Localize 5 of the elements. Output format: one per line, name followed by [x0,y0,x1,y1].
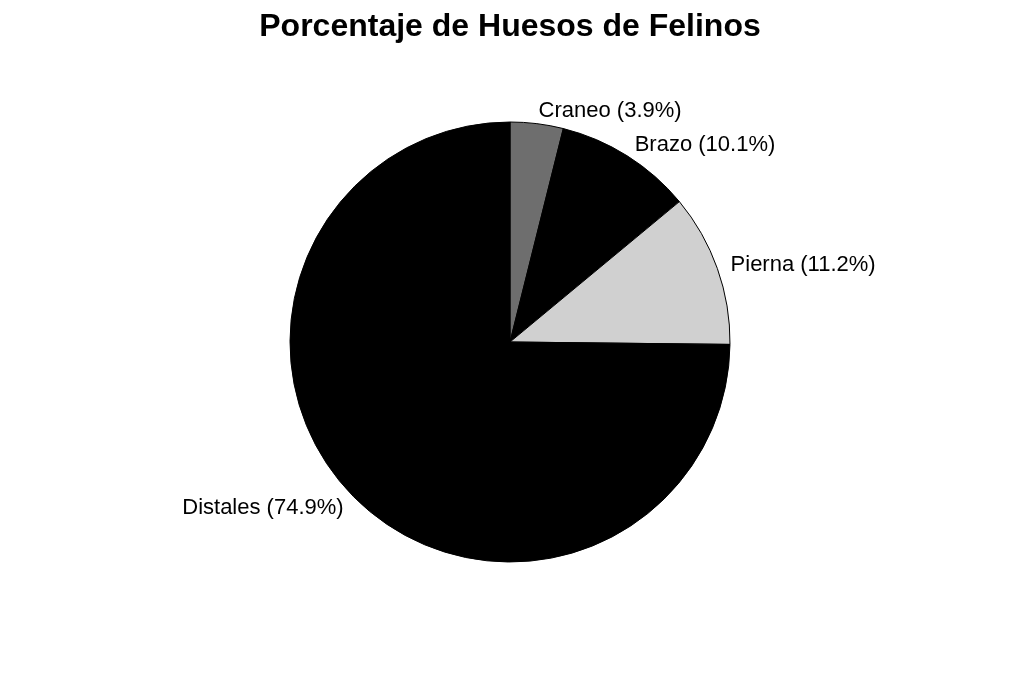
slice-label: Distales (74.9%) [182,493,344,519]
chart-title: Porcentaje de Huesos de Felinos [259,7,761,43]
slice-label: Brazo (10.1%) [634,130,776,156]
slice-label: Pierna (11.2%) [730,250,876,276]
slice-label: Craneo (3.9%) [538,96,682,122]
